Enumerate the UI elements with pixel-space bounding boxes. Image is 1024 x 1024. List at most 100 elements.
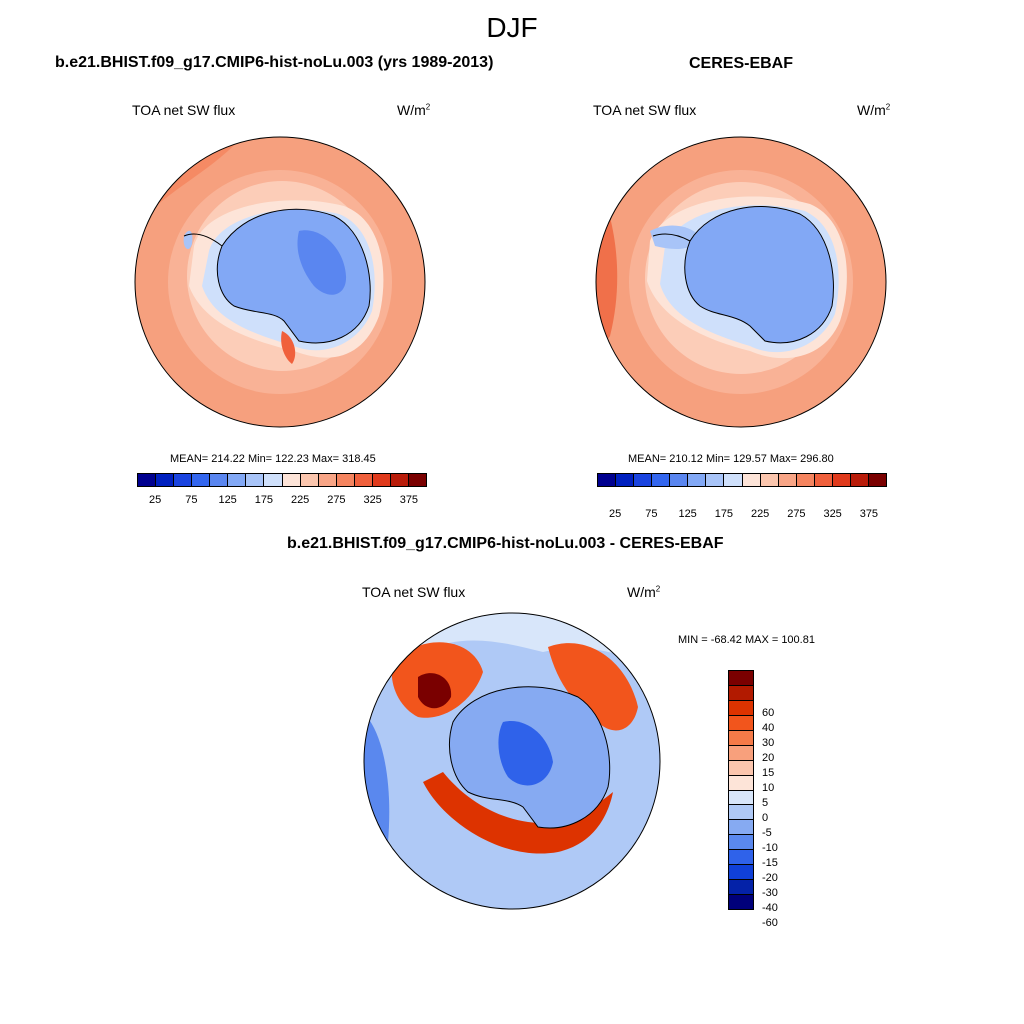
panel1-colorbar-swatch: [300, 474, 319, 486]
panel1-colorbar-swatch: [282, 474, 301, 486]
panel3-colorbar-tick-label: 30: [762, 737, 775, 749]
panel2-peninsula-coast: [652, 233, 691, 242]
panel3-field-south-positive: [423, 772, 613, 854]
panel2-colorbar-swatch: [742, 474, 761, 486]
panel2-stats: MEAN= 210.12 Min= 129.57 Max= 296.80: [628, 453, 834, 465]
panel2-colorbar-tick-label: 75: [645, 508, 658, 520]
panel2-colorbar-swatch: [652, 474, 671, 486]
panel3-colorbar-tick-label: -60: [762, 917, 778, 929]
panel3-colorbar-swatch: [729, 730, 753, 746]
panel3-colorbar-tick-label: -20: [762, 872, 778, 884]
panel1-colorbar-tick-label: 25: [149, 494, 162, 506]
panel2-colorbar-swatch: [616, 474, 635, 486]
panel1-map-border: [134, 136, 426, 428]
panel2-colorbar-swatch: [724, 474, 743, 486]
panel3-stats: MIN = -68.42 MAX = 100.81: [678, 634, 815, 646]
panel2-colorbar-tick-label: 225: [750, 508, 770, 520]
panel1-colorbar-tick-label: 225: [290, 494, 310, 506]
figure-title: DJF: [486, 12, 538, 43]
panel1-colorbar-swatch: [390, 474, 409, 486]
panel2-colorbar-swatch: [796, 474, 815, 486]
panel2-colorbar-swatch: [598, 474, 617, 486]
panel1-colorbar-swatch: [246, 474, 265, 486]
panel3-colorbar-swatch: [729, 760, 753, 776]
panel3-field-center-negative: [498, 721, 553, 786]
panel3-variable: TOA net SW flux: [362, 584, 466, 600]
panel2-colorbar-swatch: [814, 474, 833, 486]
panel3-coastline: [449, 686, 611, 829]
panel3-colorbar-tick-label: 20: [762, 752, 775, 764]
panel3-map-border: [363, 612, 661, 910]
panel2-variable: TOA net SW flux: [593, 102, 697, 118]
panel1-colorbar-swatch: [354, 474, 373, 486]
panel1-coastline: [216, 208, 371, 344]
panel3-colorbar-tick-label: 0: [762, 812, 769, 824]
panel3-colorbar-swatch: [729, 880, 753, 896]
panel1-colorbar-swatch: [156, 474, 175, 486]
panel2-colorbar-tick-label: 325: [823, 508, 842, 520]
panel2-colorbar-tick-label: 125: [678, 508, 697, 520]
panel3-map: [363, 612, 661, 910]
panel3-colorbar-swatch: [729, 835, 753, 851]
panel1-units: W/m2: [397, 102, 431, 118]
panel1-peninsula-coast: [183, 233, 223, 247]
panel2-colorbar-ticks: 25 75 125 175 225 275 325 375: [597, 508, 887, 522]
panel2-colorbar-swatch: [670, 474, 689, 486]
panel3-colorbar-swatch: [729, 715, 753, 731]
panel2-colorbar-swatch: [850, 474, 869, 486]
panel2-colorbar-swatch: [760, 474, 779, 486]
panel3-colorbar: [728, 670, 754, 910]
panel2-colorbar-tick-label: 375: [859, 508, 879, 520]
panel2-title: CERES-EBAF: [689, 55, 794, 72]
panel3-colorbar-tick-label: 60: [762, 707, 775, 719]
panel3-colorbar-swatch: [729, 805, 753, 821]
panel1-colorbar-swatch: [210, 474, 229, 486]
panel3-colorbar-swatch: [729, 895, 753, 909]
panel1-colorbar-swatch: [336, 474, 355, 486]
panel2-field-weddell: [650, 225, 700, 249]
panel1-colorbar-swatch: [228, 474, 247, 486]
panel3-colorbar-swatch: [729, 865, 753, 881]
panel3-title: b.e21.BHIST.f09_g17.CMIP6-hist-noLu.003 …: [287, 535, 724, 552]
panel2-colorbar-swatch: [706, 474, 725, 486]
panel2-map: [595, 136, 887, 428]
panel1-colorbar-swatch: [264, 474, 283, 486]
panel2-colorbar: [597, 473, 887, 487]
panel1-stats: MEAN= 214.22 Min= 122.23 Max= 318.45: [170, 453, 376, 465]
panel3-colorbar-swatch: [729, 790, 753, 806]
panel1-colorbar-swatch: [372, 474, 391, 486]
panel3-colorbar-tick-label: -10: [762, 842, 778, 854]
panel3-colorbar-swatch: [729, 745, 753, 761]
panel3-colorbar-tick-label: 10: [762, 782, 775, 794]
panel1-colorbar-tick-label: 375: [399, 494, 419, 506]
panel3-colorbar-swatch: [729, 775, 753, 791]
panel2-coastline: [684, 206, 834, 344]
panel3-field-north: [364, 613, 660, 712]
panel2-colorbar-tick-label: 25: [609, 508, 622, 520]
panel2-colorbar-swatch: [778, 474, 797, 486]
panel3-colorbar-swatch: [729, 850, 753, 866]
panel3-units: W/m2: [627, 584, 661, 600]
panel3-colorbar-tick-label: 15: [762, 767, 775, 779]
panel1-colorbar-swatch: [138, 474, 157, 486]
panel2-colorbar-swatch: [634, 474, 653, 486]
panel3-colorbar-swatch: [729, 671, 753, 686]
panel2-colorbar-tick-label: 175: [714, 508, 734, 520]
panel2-field-continent: [684, 206, 834, 343]
panel1-colorbar-tick-label: 125: [218, 494, 237, 506]
panel1-colorbar-swatch: [174, 474, 193, 486]
panel1-field-plateau: [297, 230, 347, 295]
panel3-colorbar-tick-label: -40: [762, 902, 778, 914]
panel3-colorbar-swatch: [729, 685, 753, 701]
panel3-colorbar-tick-label: 5: [762, 797, 769, 809]
panel2-colorbar-swatch: [688, 474, 707, 486]
panel1-map: [134, 136, 426, 428]
panel3-field-ne-positive: [548, 643, 638, 731]
panel1-colorbar-tick-label: 175: [254, 494, 274, 506]
panel2-units: W/m2: [857, 102, 891, 118]
panel3-colorbar-swatch: [729, 700, 753, 716]
panel2-colorbar-swatch: [832, 474, 851, 486]
panel3-colorbar-tick-label: -30: [762, 887, 778, 899]
panel1-field-continent: [217, 209, 371, 343]
panel1-colorbar-ticks: 25 75 125 175 225 275 325 375: [137, 494, 427, 508]
